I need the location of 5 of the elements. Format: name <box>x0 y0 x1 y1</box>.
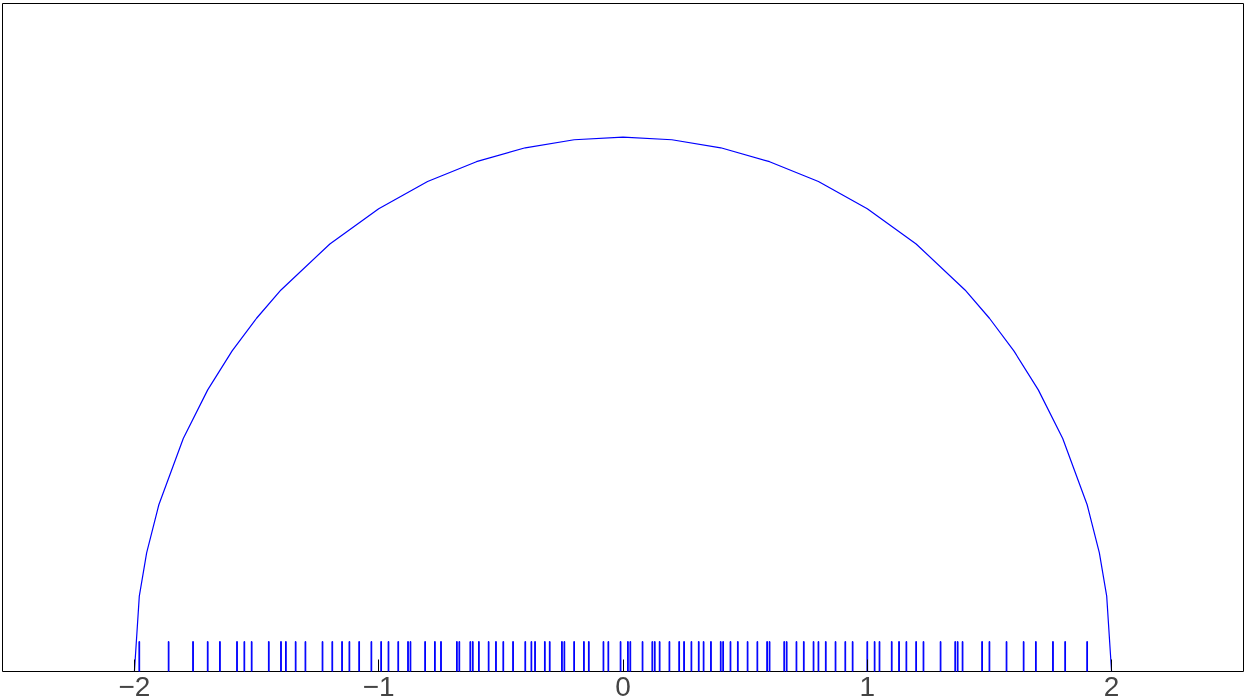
x-tick-label: 0 <box>615 670 631 698</box>
x-tick-label: 2 <box>1103 670 1120 698</box>
x-tick-label: −2 <box>118 670 151 698</box>
x-tick-label: −1 <box>362 670 395 698</box>
x-tick-label: 1 <box>859 670 876 698</box>
